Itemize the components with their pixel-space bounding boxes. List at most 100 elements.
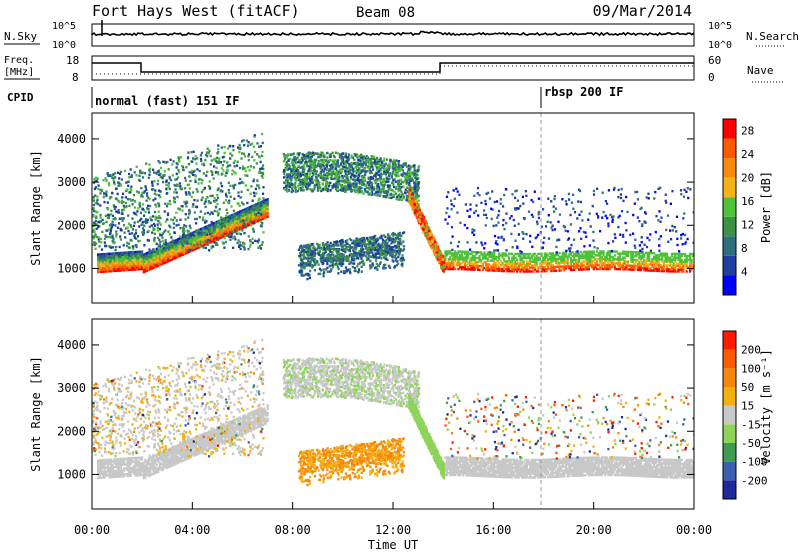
power-cell — [131, 232, 133, 234]
power-cell — [359, 155, 361, 157]
power-cell — [248, 153, 250, 155]
power-cell — [102, 223, 104, 225]
noise-panel: N.Sky 10^5 10^0 10^5 10^0 N.Search — [4, 20, 799, 51]
power-cell — [341, 161, 343, 163]
power-cell — [208, 200, 210, 202]
power-cell — [315, 159, 317, 161]
power-cell — [182, 229, 184, 231]
power-cell — [176, 178, 178, 180]
power-cell — [357, 162, 359, 164]
power-cell — [364, 190, 366, 192]
power-cell — [220, 190, 222, 192]
power-cell — [153, 223, 155, 225]
power-cell — [234, 165, 236, 167]
power-cell — [113, 181, 115, 183]
power-cell — [368, 178, 370, 180]
power-cell — [351, 174, 353, 176]
power-cell — [253, 146, 255, 148]
power-cell — [306, 153, 308, 155]
power-cell — [163, 245, 165, 247]
power-cell — [357, 177, 359, 179]
power-cell — [261, 151, 263, 153]
power-cell — [105, 190, 107, 192]
power-cell — [258, 172, 260, 174]
power-cell — [378, 167, 380, 169]
cpid-panel: CPID normal (fast) 151 IF rbsp 200 IF — [7, 85, 623, 108]
power-cell — [109, 174, 111, 176]
power-cell — [226, 161, 228, 163]
power-cell — [114, 176, 116, 178]
power-cell — [236, 233, 238, 235]
power-cell — [202, 216, 204, 218]
power-cell — [210, 170, 212, 172]
power-cell — [103, 201, 105, 203]
power-cell — [209, 187, 211, 189]
power-cell — [308, 160, 310, 162]
power-cell — [221, 185, 223, 187]
power-cell — [160, 176, 162, 178]
power-cell — [145, 211, 147, 213]
power-cell — [93, 210, 95, 212]
power-cell — [223, 247, 225, 249]
cpid-label: CPID — [7, 91, 34, 104]
power-cell — [148, 248, 150, 250]
power-cell — [210, 155, 212, 157]
power-cell — [233, 213, 235, 215]
power-cell — [246, 219, 248, 221]
power-cell — [247, 166, 249, 168]
power-cell — [237, 213, 239, 215]
power-cell — [236, 165, 238, 167]
power-cell — [159, 190, 161, 192]
power-cell — [158, 239, 160, 241]
power-cell — [157, 223, 159, 225]
power-cell — [347, 184, 349, 186]
power-cell — [115, 235, 117, 237]
power-cell — [201, 241, 203, 243]
power-cell — [319, 156, 321, 158]
power-cell — [261, 222, 263, 224]
power-cell — [286, 190, 288, 192]
power-cell — [414, 194, 416, 196]
power-cell — [262, 241, 264, 243]
radar-title: Fort Hays West (fitACF) — [92, 2, 300, 20]
power-cell — [294, 156, 296, 158]
power-cell — [128, 173, 130, 175]
power-cell — [240, 196, 242, 198]
power-cell — [416, 181, 418, 183]
power-cell — [405, 199, 407, 201]
power-cell — [188, 163, 190, 165]
power-cell — [238, 148, 240, 150]
power-cell — [112, 224, 114, 226]
power-cell — [228, 236, 230, 238]
power-cell — [189, 187, 191, 189]
power-cell — [96, 199, 98, 201]
power-cell — [337, 152, 339, 154]
power-cell — [141, 224, 143, 226]
power-cell — [229, 164, 231, 166]
power-cell — [339, 183, 341, 185]
power-cell — [205, 198, 207, 200]
power-cell — [104, 177, 106, 179]
power-cell — [614, 254, 616, 256]
power-cell — [322, 153, 324, 155]
power-cell — [207, 239, 209, 241]
power-cell — [516, 259, 518, 261]
power-cell — [94, 195, 96, 197]
power-cell — [164, 174, 166, 176]
power-cell — [196, 206, 198, 208]
power-cell — [219, 208, 221, 210]
nsky-tick-bottom: 10^0 — [52, 40, 76, 51]
power-cell — [169, 233, 171, 235]
power-cell — [201, 163, 203, 165]
power-cell — [215, 167, 217, 169]
power-cell — [127, 214, 129, 216]
power-cell — [174, 240, 176, 242]
power-cell — [206, 234, 208, 236]
power-cell — [185, 179, 187, 181]
power-cell — [375, 182, 377, 184]
power-cell — [392, 161, 394, 163]
power-cell — [130, 226, 132, 228]
power-cell — [180, 156, 182, 158]
power-cell — [251, 207, 253, 209]
power-cell — [394, 174, 396, 176]
